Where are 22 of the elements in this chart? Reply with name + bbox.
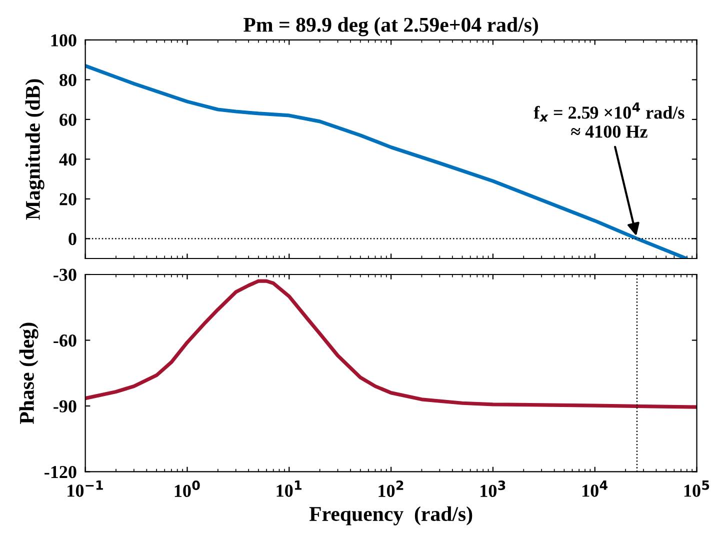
y-axis-title: Phase (deg) (19, 322, 38, 424)
x-tick-label: 10$^{1}$ (276, 480, 302, 497)
x-tick-label: 10$^{5}$ (684, 480, 710, 497)
x-axis-title: Frequency (rad/s) (309, 506, 472, 526)
x-tick-label: 10$^{2}$ (378, 480, 404, 498)
x-tick-label: 10$^{0}$ (174, 480, 200, 498)
x-tick-label: 10$^{3}$ (480, 480, 506, 498)
chart-title: Pm = 89.9 deg (at 2.59e+04 rad/s) (244, 17, 538, 36)
y-tick-label: 100 (51, 34, 76, 46)
y-axis-title: Magnitude (dB) (25, 79, 44, 220)
y-tick-label: 20 (60, 193, 76, 206)
annotation: f$_{x}$ = 2.59 ×10$^{4}$ rad/s ≈ 4100 Hz (534, 102, 684, 138)
y-tick-label: -120 (44, 466, 76, 478)
y-tick-label: 60 (60, 114, 76, 126)
y-tick-label: -30 (54, 268, 76, 281)
x-tick-label: 10$^{4}$ (582, 480, 608, 497)
y-tick-label: -60 (54, 334, 76, 347)
y-tick-label: -90 (54, 400, 76, 412)
y-tick-label: 80 (60, 74, 76, 86)
y-tick-label: 40 (59, 153, 76, 166)
x-tick-label: 10$^{−1}$ (68, 480, 103, 497)
y-tick-label: 0 (68, 232, 76, 246)
